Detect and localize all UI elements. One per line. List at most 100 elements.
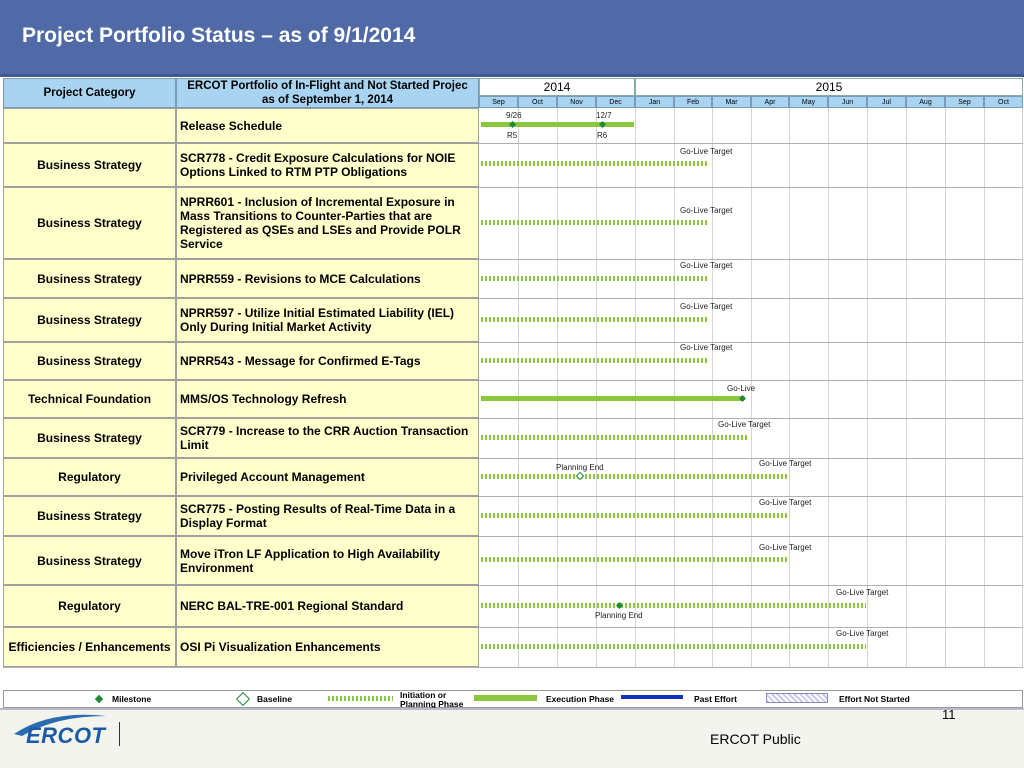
legend-initiation: Initiation or Planning Phase <box>400 690 464 709</box>
go-live-target-label: Go-Live Target <box>718 420 771 429</box>
grid-line <box>906 108 907 668</box>
row-category: Regulatory <box>3 458 176 496</box>
row-category: Business Strategy <box>3 298 176 342</box>
grid-line <box>557 108 558 668</box>
row-category: Business Strategy <box>3 496 176 536</box>
planning-phase-bar <box>481 161 709 166</box>
row-project-name: MMS/OS Technology Refresh <box>176 380 479 418</box>
month-mar-2015: Mar <box>712 96 751 108</box>
row-divider <box>3 298 1023 299</box>
row-project-name: OSI Pi Visualization Enhancements <box>176 627 479 667</box>
row-category: Technical Foundation <box>3 380 176 418</box>
month-sep-2014: Sep <box>479 96 518 108</box>
release-date-label: 9/26 <box>506 111 522 120</box>
legend-baseline: Baseline <box>257 694 292 704</box>
legend-execution: Execution Phase <box>546 694 615 704</box>
row-category: Business Strategy <box>3 418 176 458</box>
row-divider <box>3 342 1023 343</box>
go-live-target-label: Go-Live Target <box>759 459 812 468</box>
planning-phase-bar <box>481 276 709 281</box>
ercot-swoosh-icon <box>14 714 106 736</box>
legend-milestone: Milestone <box>112 694 152 704</box>
row-divider <box>3 187 1023 188</box>
month-feb-2015: Feb <box>674 96 712 108</box>
planning-phase-bar <box>481 557 788 562</box>
row-category <box>3 108 176 143</box>
row-project-name: NERC BAL-TRE-001 Regional Standard <box>176 585 479 627</box>
row-category: Business Strategy <box>3 259 176 298</box>
planning-phase-bar <box>481 358 709 363</box>
release-label: R5 <box>507 131 518 140</box>
row-divider <box>3 418 1023 419</box>
release-date-label: 12/7 <box>596 111 612 120</box>
row-project-name: Release Schedule <box>176 108 479 143</box>
year-2015: 2015 <box>635 78 1023 96</box>
row-project-name: SCR778 - Credit Exposure Calculations fo… <box>176 143 479 187</box>
row-divider <box>3 627 1023 628</box>
go-live-label: Go-Live <box>727 384 756 393</box>
legend-not-started: Effort Not Started <box>839 694 910 704</box>
go-live-target-label: Go-Live Target <box>836 588 889 597</box>
legend-initiation-bar <box>328 696 393 701</box>
grid-line <box>596 108 597 668</box>
row-divider <box>3 496 1023 497</box>
month-nov-2014: Nov <box>557 96 596 108</box>
row-project-name: NPRR559 - Revisions to MCE Calculations <box>176 259 479 298</box>
month-oct-2015: Oct <box>984 96 1023 108</box>
planning-end-label: Planning End <box>595 611 643 620</box>
logo-divider <box>119 722 120 746</box>
row-divider <box>3 458 1023 459</box>
row-divider <box>3 585 1023 586</box>
row-category: Regulatory <box>3 585 176 627</box>
grid-line <box>789 108 790 668</box>
footer-label: ERCOT Public <box>710 731 801 747</box>
legend-past-effort: Past Effort <box>694 694 737 704</box>
go-live-target-label: Go-Live Target <box>836 629 889 638</box>
row-project-name: Move iTron LF Application to High Availa… <box>176 536 479 585</box>
row-project-name: SCR775 - Posting Results of Real-Time Da… <box>176 496 479 536</box>
planning-phase-bar <box>481 220 709 225</box>
release-schedule-bar <box>481 122 634 127</box>
slide-footer <box>0 708 1024 768</box>
row-project-name: NPRR601 - Inclusion of Incremental Expos… <box>176 187 479 259</box>
row-category: Efficiencies / Enhancements <box>3 627 176 667</box>
go-live-target-label: Go-Live Target <box>759 543 812 552</box>
header-project-category: Project Category <box>3 78 176 108</box>
row-project-name: NPRR597 - Utilize Initial Estimated Liab… <box>176 298 479 342</box>
row-divider <box>3 667 1023 668</box>
row-project-name: NPRR543 - Message for Confirmed E-Tags <box>176 342 479 380</box>
grid-line <box>674 108 675 668</box>
row-divider <box>3 259 1023 260</box>
row-divider <box>3 380 1023 381</box>
month-oct-2014: Oct <box>518 96 557 108</box>
month-dec-2014: Dec <box>596 96 635 108</box>
baseline-icon <box>235 691 251 707</box>
planning-phase-bar <box>481 474 788 479</box>
go-live-target-label: Go-Live Target <box>759 498 812 507</box>
header-portfolio-name: ERCOT Portfolio of In-Flight and Not Sta… <box>176 78 479 108</box>
planning-phase-bar <box>481 317 709 322</box>
execution-phase-bar <box>481 396 743 401</box>
row-category: Business Strategy <box>3 143 176 187</box>
gantt-legend: Milestone Baseline Initiation or Plannin… <box>3 690 1023 709</box>
month-jan-2015: Jan <box>635 96 674 108</box>
row-category: Business Strategy <box>3 342 176 380</box>
month-aug-2015: Aug <box>906 96 945 108</box>
row-divider <box>3 143 1023 144</box>
month-jul-2015: Jul <box>867 96 906 108</box>
row-project-name: SCR779 - Increase to the CRR Auction Tra… <box>176 418 479 458</box>
grid-line <box>1022 108 1023 668</box>
grid-line <box>635 108 636 668</box>
footer-divider <box>0 708 1024 710</box>
go-live-target-label: Go-Live Target <box>680 147 733 156</box>
planning-phase-bar <box>481 603 866 608</box>
grid-line <box>712 108 713 668</box>
month-may-2015: May <box>789 96 828 108</box>
row-category: Business Strategy <box>3 187 176 259</box>
row-category: Business Strategy <box>3 536 176 585</box>
row-project-name: Privileged Account Management <box>176 458 479 496</box>
grid-line <box>984 108 985 668</box>
planning-phase-bar <box>481 644 866 649</box>
go-live-target-label: Go-Live Target <box>680 206 733 215</box>
legend-execution-bar <box>474 695 537 701</box>
